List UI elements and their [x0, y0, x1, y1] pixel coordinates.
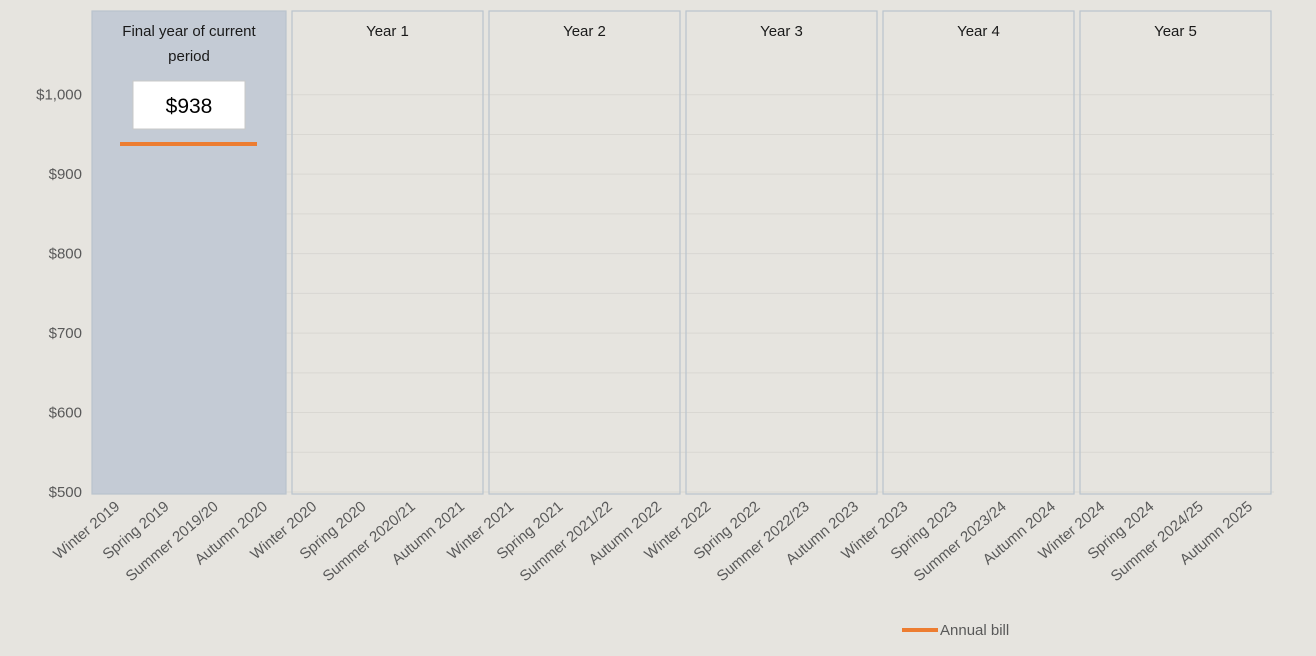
year-panel-box	[882, 10, 1075, 495]
panel-title: Final year of current	[122, 23, 256, 40]
year-panel-box	[291, 10, 484, 495]
y-tick-label: $900	[49, 166, 82, 183]
panel-title: Year 4	[957, 23, 1000, 40]
y-tick-label: $500	[49, 484, 82, 501]
year-panel: Year 2	[488, 10, 681, 495]
value-callout-label: $938	[166, 95, 213, 118]
year-panel-box	[685, 10, 878, 495]
y-tick-label: $800	[49, 246, 82, 263]
legend-label: Annual bill	[940, 622, 1009, 639]
year-panel: Year 1	[291, 10, 484, 495]
year-panel: Final year of current period $938	[91, 10, 287, 495]
y-tick-label: $1,000	[36, 87, 82, 104]
panel-title: Year 3	[760, 23, 803, 40]
year-panel: Year 4	[882, 10, 1075, 495]
y-tick-label: $700	[49, 325, 82, 342]
year-panel-box	[1079, 10, 1272, 495]
panel-title: Year 5	[1154, 23, 1197, 40]
year-panel-box	[488, 10, 681, 495]
panel-title: Year 1	[366, 23, 409, 40]
year-panel: Year 3	[685, 10, 878, 495]
y-tick-label: $600	[49, 405, 82, 422]
panel-title: period	[168, 48, 210, 65]
year-panel: Year 5	[1079, 10, 1272, 495]
legend: Annual bill	[902, 622, 1009, 639]
value-callout-box	[132, 80, 246, 130]
panel-title: Year 2	[563, 23, 606, 40]
